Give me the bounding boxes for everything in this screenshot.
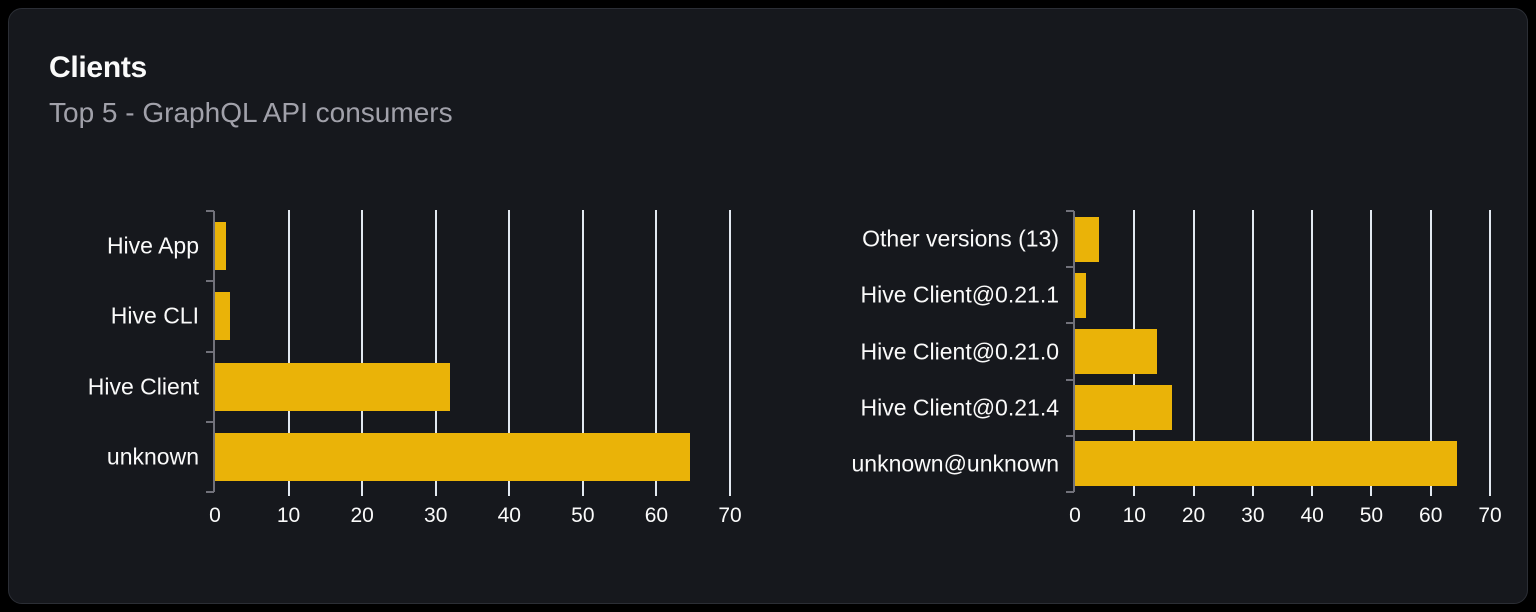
x-axis-tick-label: 40	[497, 504, 521, 527]
x-axis-tick-label: 10	[1122, 504, 1146, 527]
y-axis-tick	[1066, 210, 1074, 212]
card-subtitle: Top 5 - GraphQL API consumers	[49, 97, 453, 128]
y-axis-tick	[206, 351, 214, 353]
y-axis-tick	[1066, 379, 1074, 381]
y-axis-line	[1073, 211, 1075, 492]
category-label: Hive Client@0.21.4	[860, 394, 1060, 421]
x-axis-tick-label: 10	[276, 504, 301, 527]
x-axis-tick-label: 30	[424, 504, 448, 527]
bar	[215, 363, 451, 411]
y-axis-tick	[206, 491, 214, 493]
bar	[1075, 441, 1457, 486]
bar	[215, 292, 230, 340]
category-label: Hive Client@0.21.1	[860, 281, 1060, 308]
bar	[215, 222, 227, 270]
gridline	[1311, 210, 1314, 496]
bar	[1075, 385, 1173, 430]
gridline	[1429, 210, 1432, 496]
bar	[1075, 273, 1086, 318]
y-axis-tick	[1066, 491, 1074, 493]
category-label: Hive Client	[87, 373, 199, 400]
x-axis-tick-label: 50	[1359, 504, 1384, 527]
gridline	[508, 210, 511, 496]
gridline	[434, 210, 437, 496]
x-axis-tick-label: 60	[644, 504, 669, 527]
y-axis-tick	[1066, 435, 1074, 437]
x-axis-tick-label: 20	[1181, 504, 1206, 527]
x-axis-tick-label: 70	[718, 504, 742, 527]
bar	[215, 433, 690, 481]
y-axis-tick	[206, 210, 214, 212]
x-axis-tick-label: 20	[350, 504, 374, 527]
x-axis-tick-label: 50	[571, 504, 595, 527]
x-axis-tick-label: 60	[1419, 504, 1443, 527]
x-axis-tick-label: 0	[1069, 504, 1081, 527]
gridline	[581, 210, 584, 496]
category-label: unknown	[106, 443, 199, 470]
y-axis-tick	[1066, 322, 1074, 324]
card-title: Clients	[49, 51, 147, 84]
gridline	[1192, 210, 1195, 496]
y-axis-tick	[206, 280, 214, 282]
y-axis-tick	[1066, 266, 1074, 268]
category-label: unknown@unknown	[851, 450, 1059, 477]
gridline	[729, 210, 731, 496]
gridline	[1370, 210, 1373, 496]
gridline	[1489, 210, 1491, 496]
x-axis-tick-label: 0	[209, 504, 221, 527]
category-label: Hive App	[106, 232, 199, 259]
clients-by-name-chart: Hive App Hive CLI Hive Client unknown 0 10 20 3…	[88, 210, 742, 527]
category-label: Hive CLI	[110, 302, 199, 329]
y-axis-tick	[206, 421, 214, 423]
y-axis-line	[213, 211, 215, 492]
bar	[1075, 329, 1157, 374]
bar	[1075, 217, 1099, 262]
x-axis-tick-label: 30	[1241, 504, 1265, 527]
category-label: Other versions (13)	[862, 225, 1059, 252]
category-label: Hive Client@0.21.0	[860, 338, 1060, 364]
gridline	[1251, 210, 1254, 496]
gridline	[655, 210, 658, 496]
gridline	[287, 210, 290, 496]
x-axis-tick-label: 70	[1478, 504, 1502, 527]
clients-by-version-chart: Other versions (13) Hive Client@0.21.1 Hiv…	[852, 210, 1502, 527]
clients-card: Clients Top 5 - GraphQL API consumers	[8, 8, 1528, 604]
x-axis-tick-label: 40	[1300, 504, 1324, 527]
gridline	[361, 210, 364, 496]
